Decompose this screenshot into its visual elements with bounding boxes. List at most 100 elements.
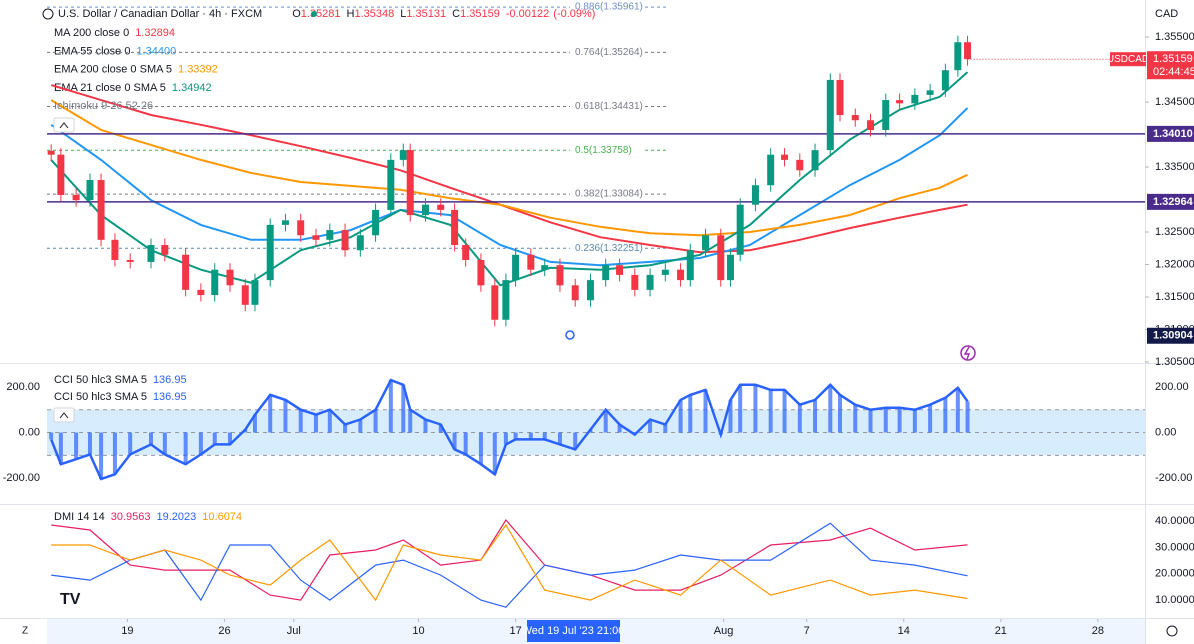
collapse-button[interactable] bbox=[53, 407, 75, 423]
cci-band bbox=[47, 409, 1145, 456]
cci-bar bbox=[688, 394, 693, 433]
collapse-button[interactable] bbox=[53, 117, 75, 133]
cci-bar bbox=[728, 399, 733, 433]
fib-label: 0.5(1.33758) bbox=[575, 145, 632, 156]
candle-body bbox=[462, 245, 470, 260]
cci-bar bbox=[838, 394, 842, 433]
x-tick-label: 21 bbox=[995, 625, 1007, 637]
fib-label: 0.236(1.32251) bbox=[575, 243, 643, 254]
cci-bar bbox=[148, 432, 153, 445]
indicator-name: EMA 200 close 0 SMA 5 bbox=[54, 64, 172, 76]
candle-body bbox=[372, 209, 380, 236]
zoom-button[interactable]: Z bbox=[22, 626, 28, 637]
candle-body bbox=[661, 269, 669, 275]
x-tick-label: 17 bbox=[509, 625, 521, 637]
cci-tick-label: -200.00 bbox=[3, 472, 40, 484]
cci-bar bbox=[943, 397, 948, 433]
candle-body bbox=[356, 235, 364, 251]
cci-bar bbox=[74, 432, 79, 460]
fib-label: 0.764(1.35264) bbox=[575, 47, 643, 58]
cci-bar bbox=[128, 432, 133, 455]
cci-bar bbox=[327, 409, 332, 433]
cci-bar bbox=[452, 432, 457, 450]
low-tag-label: 1.30904 bbox=[1153, 330, 1194, 342]
x-tick-label: 28 bbox=[1092, 625, 1104, 637]
quote-label: O bbox=[292, 8, 301, 20]
cci-bar bbox=[228, 432, 232, 445]
dmi-tick-label: 20.0000 bbox=[1155, 568, 1194, 580]
y-tick-label: 1.34500 bbox=[1155, 96, 1194, 108]
indicator-value: 1.32894 bbox=[135, 27, 175, 39]
change: -0.00122 bbox=[506, 8, 549, 20]
alert-icon[interactable] bbox=[960, 345, 976, 361]
candle-body bbox=[896, 100, 904, 104]
ichimoku-legend: Ichimoku 9 26 52 26 bbox=[54, 100, 153, 112]
cci-bar bbox=[162, 432, 167, 455]
dmi-value: 10.6074 bbox=[202, 511, 242, 523]
candle-body bbox=[811, 150, 819, 171]
event-marker[interactable] bbox=[565, 330, 575, 340]
cci-tick-label: 200.00 bbox=[6, 381, 40, 393]
x-tick-label: 7 bbox=[804, 625, 810, 637]
candle-body bbox=[47, 150, 55, 155]
indicator-legend: EMA 21 close 0 SMA 5 1.34942 bbox=[54, 82, 212, 94]
candle-body bbox=[826, 79, 834, 151]
ma-line bbox=[50, 71, 969, 287]
change-pct: (-0.09%) bbox=[553, 8, 595, 20]
plot-layer: U.S. Dollar / Canadian Dollar · 4h · FXC… bbox=[3, 2, 1194, 642]
symbol-icon bbox=[42, 8, 54, 20]
cci-tick-label: 0.00 bbox=[19, 426, 40, 438]
currency: CAD bbox=[1155, 8, 1178, 20]
candle-body bbox=[781, 154, 789, 160]
candle-body bbox=[796, 159, 804, 171]
x-tick-label: 26 bbox=[218, 625, 230, 637]
x-tick-label: 10 bbox=[412, 625, 424, 637]
candle-body bbox=[399, 150, 407, 160]
cci-bar bbox=[401, 384, 406, 433]
dmi-tick-label: 40.0000 bbox=[1155, 515, 1194, 527]
indicator-legend: EMA 55 close 0 1.34400 bbox=[54, 45, 176, 57]
cci-bar bbox=[343, 424, 348, 433]
cci-bar bbox=[212, 432, 217, 445]
candle-body bbox=[161, 245, 169, 255]
candle-body bbox=[421, 204, 429, 216]
candle-body bbox=[251, 280, 259, 305]
indicator-name: MA 200 close 0 bbox=[54, 27, 129, 39]
cci-bar bbox=[828, 384, 833, 433]
cci-bar bbox=[797, 404, 802, 433]
candle-body bbox=[527, 254, 535, 270]
fib-label: 0.618(1.34431) bbox=[575, 101, 643, 112]
quote-label: H bbox=[347, 8, 355, 20]
candle-body bbox=[326, 230, 334, 240]
candle-body bbox=[926, 90, 934, 95]
cci-bar bbox=[883, 407, 888, 433]
cci-bar bbox=[438, 424, 443, 433]
y-tick-label: 1.31500 bbox=[1155, 291, 1194, 303]
candle-body bbox=[541, 265, 549, 270]
candle-body bbox=[571, 285, 579, 301]
dmi-line bbox=[51, 523, 968, 602]
settings-icon[interactable] bbox=[1166, 625, 1178, 637]
y-tick-label: 1.32000 bbox=[1155, 258, 1194, 270]
symbol-tag bbox=[1110, 52, 1146, 67]
cci-line bbox=[50, 378, 969, 481]
indicator-legend: EMA 200 close 0 SMA 5 1.33392 bbox=[54, 64, 218, 76]
candle-body bbox=[941, 70, 949, 91]
candle-body bbox=[491, 285, 499, 320]
candle-body bbox=[451, 209, 459, 246]
level-tag bbox=[1147, 125, 1194, 142]
indicator-value: 1.34400 bbox=[136, 45, 176, 57]
candle-body bbox=[726, 254, 734, 281]
cci-tick-label: -200.00 bbox=[1155, 472, 1192, 484]
cci-tick-label: 0.00 bbox=[1155, 426, 1176, 438]
cci-bar bbox=[513, 432, 518, 440]
quote-label: L bbox=[400, 8, 406, 20]
level-tag-label: 1.34010 bbox=[1153, 128, 1193, 140]
quote-value: 1.35131 bbox=[406, 8, 446, 20]
collapse-icon bbox=[59, 122, 69, 129]
candle-body bbox=[631, 274, 639, 290]
candle-body bbox=[126, 259, 134, 262]
cci-bar bbox=[492, 432, 497, 475]
cci-bar bbox=[738, 384, 743, 433]
